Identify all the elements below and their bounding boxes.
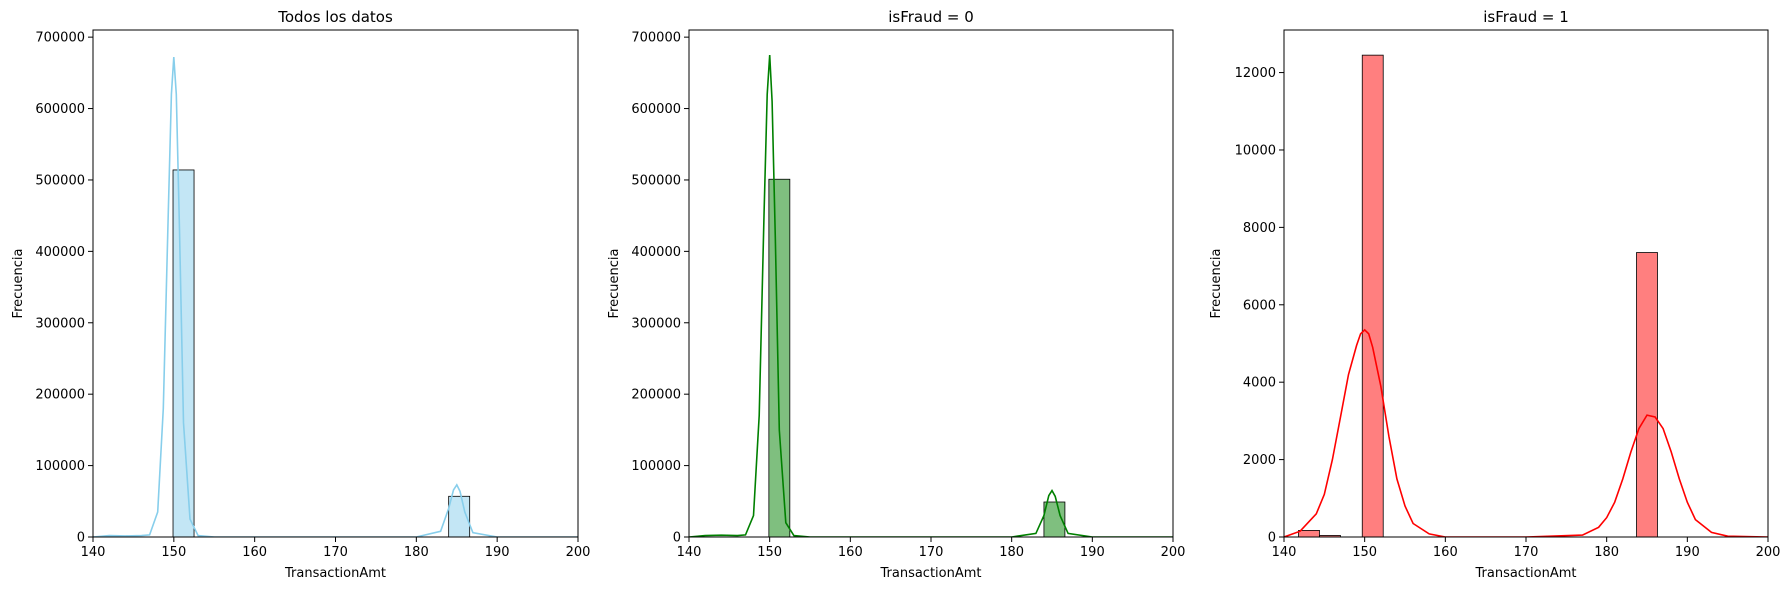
y-tick-label: 700000 [631, 31, 681, 46]
y-tick-label: 2000 [1243, 453, 1276, 468]
y-tick-label: 400000 [631, 245, 681, 260]
y-tick-label: 200000 [35, 388, 85, 403]
x-axis-label: TransactionAmt [879, 566, 981, 581]
bars [1298, 54, 1658, 537]
histogram-bar [1636, 252, 1658, 537]
x-tick-label: 160 [1433, 545, 1458, 560]
bars [172, 169, 471, 537]
y-tick-label: 600000 [631, 102, 681, 117]
y-tick-label: 100000 [631, 459, 681, 474]
chart-title: isFraud = 1 [1483, 8, 1569, 26]
chart-title: Todos los datos [277, 8, 393, 26]
chart-title: isFraud = 0 [888, 8, 974, 26]
histogram-bar [768, 178, 791, 537]
y-tick-label: 6000 [1243, 298, 1276, 313]
y-tick-label: 0 [77, 531, 85, 546]
y-tick-label: 100000 [35, 459, 85, 474]
x-tick-label: 170 [323, 545, 348, 560]
y-tick-label: 700000 [35, 31, 85, 46]
x-tick-label: 180 [1594, 545, 1619, 560]
x-tick-label: 200 [1161, 545, 1186, 560]
histogram-bar [1298, 530, 1320, 537]
x-tick-label: 180 [404, 545, 429, 560]
x-tick-label: 170 [919, 545, 944, 560]
kde-line [1284, 328, 1768, 537]
y-tick-label: 500000 [631, 173, 681, 188]
x-tick-label: 200 [1756, 545, 1781, 560]
y-tick-label: 0 [1268, 531, 1276, 546]
subplot-todos-los-datos: 140 150 160 170 180 190 200 0 100000 200000 300000… [11, 8, 590, 581]
x-tick-label: 150 [757, 545, 782, 560]
x-tick-label: 190 [485, 545, 510, 560]
y-tick-label: 10000 [1235, 143, 1276, 158]
x-tick-label: 150 [1352, 545, 1377, 560]
kde-line [689, 54, 1173, 537]
y-tick-label: 4000 [1243, 376, 1276, 391]
x-tick-label: 190 [1080, 545, 1105, 560]
x-tick-label: 140 [677, 545, 702, 560]
y-tick-label: 0 [673, 531, 681, 546]
y-axis-label: Frecuencia [11, 249, 26, 319]
y-axis-label: Frecuencia [607, 249, 622, 319]
y-tick-label: 200000 [631, 388, 681, 403]
histogram-bar [1361, 54, 1384, 537]
x-axis-label: TransactionAmt [1474, 566, 1576, 581]
x-tick-label: 160 [242, 545, 267, 560]
x-tick-label: 170 [1514, 545, 1539, 560]
histogram-bar [172, 169, 195, 537]
x-tick-label: 140 [81, 545, 106, 560]
x-tick-label: 200 [566, 545, 591, 560]
y-tick-label: 500000 [35, 173, 85, 188]
subplot-isfraud-0: 140 150 160 170 180 190 200 0 100000 200000 300000… [607, 8, 1185, 581]
y-tick-label: 8000 [1243, 221, 1276, 236]
x-tick-label: 190 [1675, 545, 1700, 560]
x-tick-label: 150 [161, 545, 186, 560]
axes-frame [1283, 29, 1769, 538]
y-tick-label: 600000 [35, 102, 85, 117]
y-tick-label: 300000 [35, 316, 85, 331]
y-axis-label: Frecuencia [1209, 249, 1224, 319]
y-tick-label: 400000 [35, 245, 85, 260]
bars [768, 178, 1066, 537]
x-tick-label: 140 [1272, 545, 1297, 560]
kde-line [93, 57, 578, 537]
y-tick-label: 300000 [631, 316, 681, 331]
x-tick-label: 160 [838, 545, 863, 560]
subplot-isfraud-1: 140 150 160 170 180 190 2000200040006000800010… [1209, 8, 1780, 581]
y-tick-label: 12000 [1235, 66, 1276, 81]
x-tick-label: 180 [999, 545, 1024, 560]
x-axis-label: TransactionAmt [284, 566, 386, 581]
